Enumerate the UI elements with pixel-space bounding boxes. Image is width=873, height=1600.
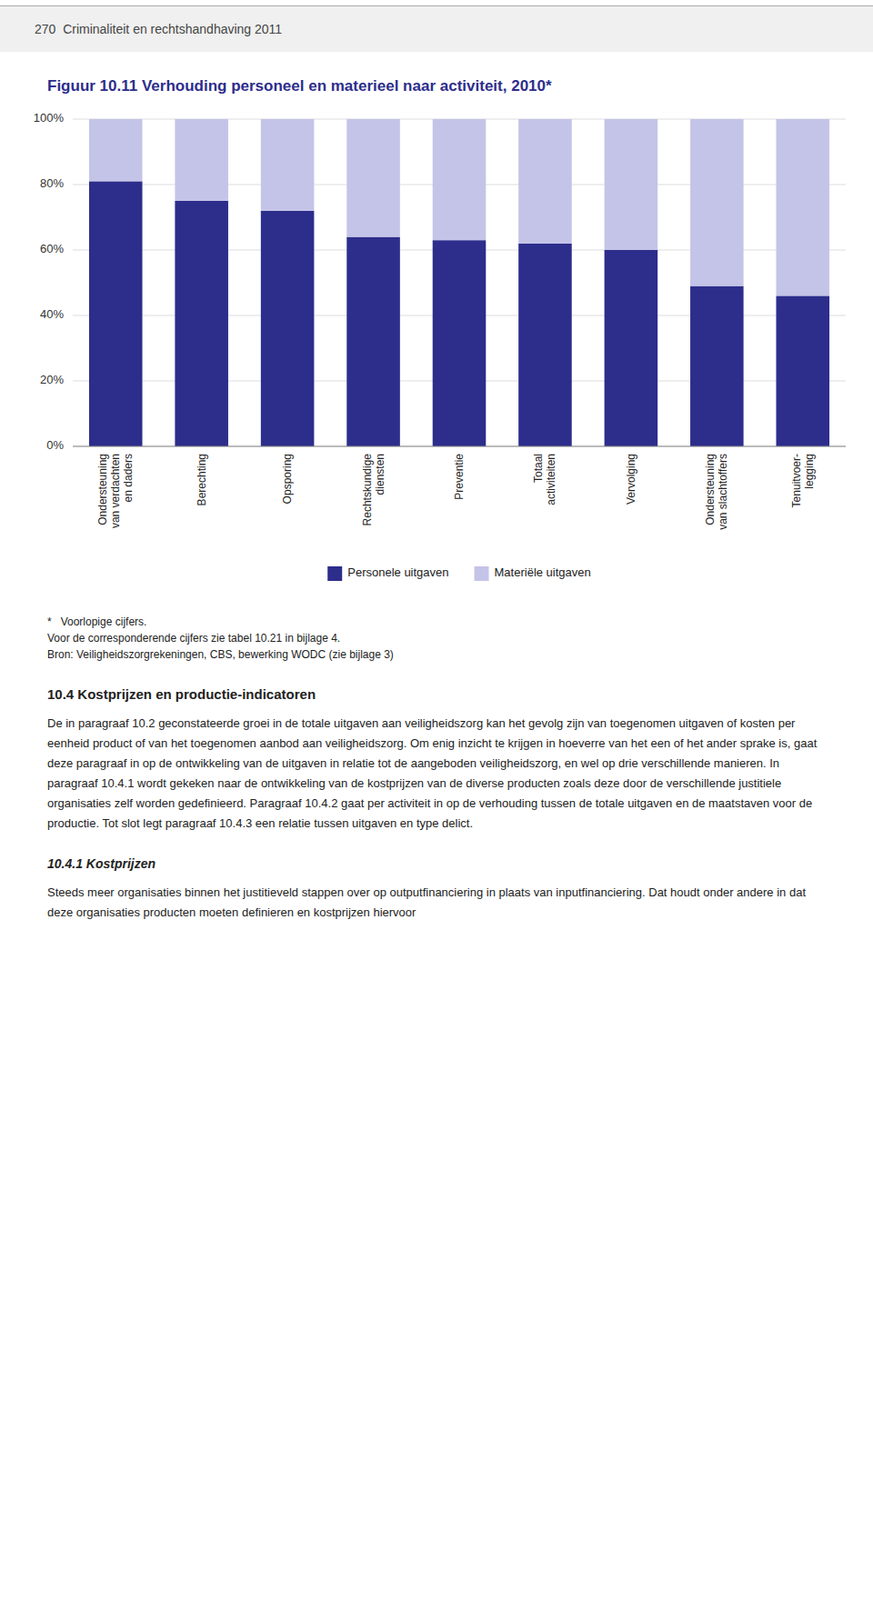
legend-item: Materiële uitgaven bbox=[474, 565, 592, 582]
bar bbox=[432, 240, 487, 447]
legend-swatch bbox=[327, 566, 342, 582]
x-tick-line: legging bbox=[802, 453, 816, 490]
grid-line bbox=[72, 446, 846, 448]
x-tick-line: Berechting bbox=[195, 453, 209, 506]
x-tick-line: van verdachten bbox=[109, 453, 122, 529]
bar bbox=[346, 237, 401, 447]
paragraph: Steeds meer organisaties binnen het just… bbox=[47, 883, 826, 924]
x-tick-label: Totaalactiviteiten bbox=[531, 453, 558, 506]
source: Bron: Veiligheidszorgrekeningen, CBS, be… bbox=[47, 646, 826, 663]
bar bbox=[260, 210, 315, 447]
header: 270 Criminaliteit en rechtshandhaving 20… bbox=[0, 5, 873, 52]
x-tick-line: van slachtoffers bbox=[716, 453, 730, 531]
bar bbox=[260, 119, 315, 211]
bar bbox=[690, 119, 744, 287]
y-tick-label: 40% bbox=[40, 307, 64, 322]
footnote: * Voorlopige cijfers. bbox=[47, 613, 826, 631]
x-tick-label: Ondersteuningvan verdachtenen daders bbox=[96, 453, 135, 529]
legend-item: Personele uitgaven bbox=[327, 565, 449, 582]
x-tick-line: Totaal bbox=[531, 453, 545, 483]
notes: * Voorlopige cijfers.Voor de corresponde… bbox=[47, 613, 826, 663]
legend-label: Personele uitgaven bbox=[347, 565, 449, 580]
x-tick-line: Ondersteuning bbox=[96, 453, 110, 526]
x-tick-line: activiteiten bbox=[544, 453, 558, 506]
y-tick-label: 80% bbox=[40, 176, 64, 191]
chart-title: Figuur 10.11 Verhouding personeel en mat… bbox=[47, 77, 826, 96]
paragraph: De in paragraaf 10.2 geconstateerde groe… bbox=[47, 713, 826, 834]
bar bbox=[690, 286, 744, 447]
bar bbox=[604, 250, 659, 447]
bar bbox=[432, 119, 487, 241]
series bbox=[89, 119, 830, 296]
y-tick-label: 100% bbox=[33, 110, 65, 125]
bar bbox=[518, 243, 572, 447]
x-tick-line: Rechtskundige bbox=[361, 453, 374, 527]
x-tick-line: Preventie bbox=[452, 453, 466, 501]
body-text: 10.4 Kostprijzen en productie-indicatore… bbox=[47, 684, 826, 924]
footnote: Voor de corresponderende cijfers zie tab… bbox=[47, 630, 826, 647]
x-tick-label: Opsporing bbox=[280, 453, 294, 504]
y-tick-label: 60% bbox=[40, 241, 64, 256]
x-tick-label: Tenuitvoer-legging bbox=[790, 453, 816, 508]
bar bbox=[89, 119, 143, 181]
x-tick-line: en daders bbox=[121, 453, 135, 502]
x-axis-line bbox=[72, 446, 846, 448]
x-tick-line: diensten bbox=[373, 453, 387, 495]
bar bbox=[776, 295, 831, 447]
x-tick-label: Rechtskundigediensten bbox=[361, 453, 387, 527]
x-tick-label: Berechting bbox=[195, 453, 209, 506]
x-tick-label: Vervolging bbox=[624, 453, 638, 505]
grid bbox=[72, 119, 846, 447]
bar bbox=[174, 119, 229, 201]
bar bbox=[89, 180, 143, 447]
legend: Personele uitgaven Materiële uitgaven bbox=[327, 565, 592, 582]
bar bbox=[346, 119, 401, 238]
x-axis: Ondersteuningvan verdachtenen dadersBere… bbox=[96, 453, 816, 531]
bar bbox=[174, 200, 229, 447]
section-heading: 10.4.1 Kostprijzen bbox=[47, 853, 826, 874]
bars bbox=[89, 119, 830, 447]
y-tick-label: 0% bbox=[46, 438, 64, 452]
x-tick-line: Opsporing bbox=[280, 453, 294, 504]
x-tick-line: Vervolging bbox=[624, 453, 638, 505]
x-tick-line: Tenuitvoer- bbox=[790, 453, 803, 508]
bar bbox=[518, 119, 572, 244]
y-axis: 0% 20% 40% 60% 80% 100% bbox=[33, 110, 65, 452]
x-tick-label: Preventie bbox=[452, 453, 466, 501]
section-heading: 10.4 Kostprijzen en productie-indicatore… bbox=[47, 684, 826, 705]
legend-swatch bbox=[474, 566, 490, 582]
bar bbox=[604, 119, 659, 251]
x-tick-line: Ondersteuning bbox=[703, 453, 717, 526]
x-tick-label: Ondersteuningvan slachtoffers bbox=[703, 453, 730, 531]
bar bbox=[776, 119, 831, 296]
y-tick-label: 20% bbox=[40, 372, 64, 387]
chart: 0%20%40%60%80%100%Ondersteuningvan verda… bbox=[0, 100, 873, 611]
legend-label: Materiële uitgaven bbox=[494, 565, 592, 580]
